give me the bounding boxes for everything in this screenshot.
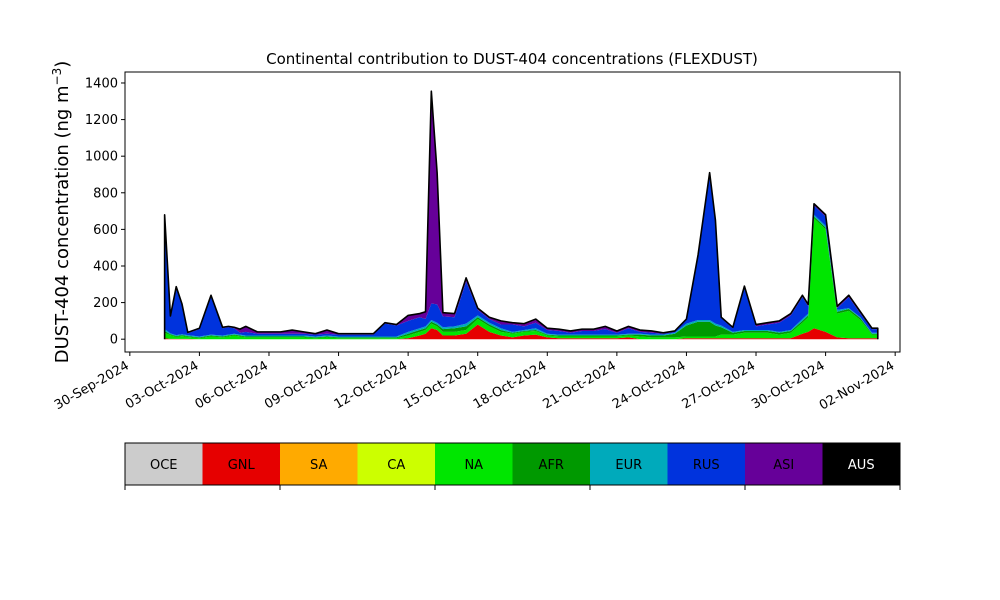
x-tick-label: 02-Nov-2024 <box>817 358 897 413</box>
y-tick-label: 200 <box>93 296 118 311</box>
legend-swatch-ca <box>357 443 435 485</box>
legend-colorbar: OCE GNL SA CA NA AFR EUR RUS ASI AUS <box>124 442 901 490</box>
area-asi <box>164 91 878 335</box>
y-tick-label: 1200 <box>85 113 118 128</box>
legend-label-eur: EUR <box>615 458 642 473</box>
legend-swatch-na <box>435 443 513 485</box>
total-line <box>163 90 879 340</box>
chart-title: Continental contribution to DUST-404 con… <box>266 50 758 68</box>
legend-frame <box>124 442 901 486</box>
area-aus <box>164 91 878 334</box>
legend-swatch-gnl <box>202 443 280 485</box>
y-axis-label: DUST-404 concentration (ng m−3) <box>50 61 73 364</box>
legend-swatch-oce <box>125 443 203 485</box>
x-tick-label: 06-Oct-2024 <box>193 358 271 412</box>
x-tick-label: 21-Oct-2024 <box>540 358 618 412</box>
x-tick-label: 12-Oct-2024 <box>332 358 410 412</box>
y-tick-label: 1400 <box>85 76 118 91</box>
legend-label-asi: ASI <box>773 458 794 473</box>
legend-swatch-afr <box>512 443 590 485</box>
y-axis-ticks: 0 200 400 600 800 1000 1200 1400 <box>85 76 125 348</box>
legend-swatch-sa <box>280 443 358 485</box>
y-tick-label: 800 <box>93 186 118 201</box>
legend-label-na: NA <box>464 458 483 473</box>
legend-label-rus: RUS <box>693 458 720 473</box>
y-tick-label: 600 <box>93 223 118 238</box>
y-axis-label-close: ) <box>52 61 73 68</box>
legend-label-oce: OCE <box>150 458 178 473</box>
legend-swatch-aus <box>822 443 900 485</box>
x-tick-label: 15-Oct-2024 <box>401 358 479 412</box>
legend-label-aus: AUS <box>848 458 875 473</box>
y-tick-label: 1000 <box>85 150 118 165</box>
area-na <box>164 218 878 340</box>
legend-label-ca: CA <box>387 458 405 473</box>
stacked-area-series <box>164 91 878 340</box>
x-tick-label: 03-Oct-2024 <box>123 358 201 412</box>
y-tick-label: 0 <box>110 333 118 348</box>
x-tick-label: 30-Oct-2024 <box>749 358 827 412</box>
area-rus <box>164 173 878 337</box>
x-tick-label: 24-Oct-2024 <box>610 358 688 412</box>
y-axis-label-main: DUST-404 concentration (ng m <box>52 85 73 363</box>
x-axis-ticks: 30-Sep-202403-Oct-202406-Oct-202409-Oct-… <box>52 352 897 413</box>
total-outline <box>163 90 879 340</box>
legend-swatch-rus <box>667 443 745 485</box>
x-tick-label: 27-Oct-2024 <box>680 358 758 412</box>
area-afr <box>164 216 878 339</box>
legend-swatch-asi <box>745 443 823 485</box>
plot-frame <box>124 71 901 353</box>
legend-label-afr: AFR <box>539 458 564 473</box>
legend-label-gnl: GNL <box>228 458 256 473</box>
y-tick-label: 400 <box>93 259 118 274</box>
legend-swatch-eur <box>590 443 668 485</box>
area-eur <box>164 214 878 338</box>
y-axis-label-exponent: −3 <box>50 68 64 86</box>
x-tick-label: 09-Oct-2024 <box>262 358 340 412</box>
x-tick-label: 30-Sep-2024 <box>52 358 132 413</box>
legend-label-sa: SA <box>310 458 327 473</box>
area-gnl <box>164 324 878 340</box>
x-tick-label: 18-Oct-2024 <box>471 358 549 412</box>
